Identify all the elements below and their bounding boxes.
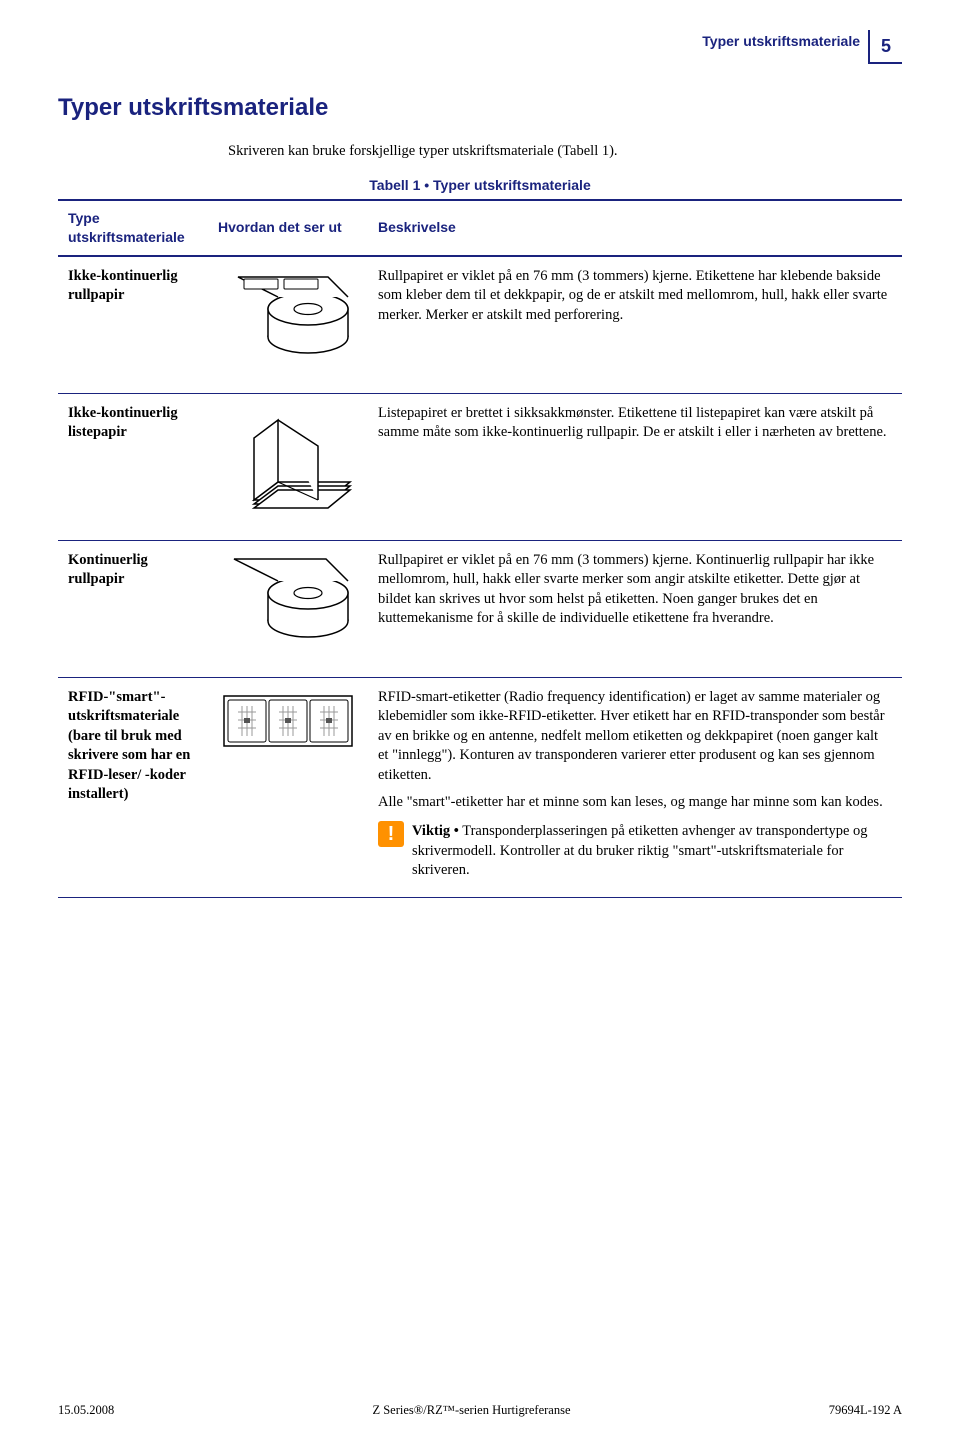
description-cell: Rullpapiret er viklet på en 76 mm (3 tom… [368,540,902,677]
page-title: Typer utskriftsmateriale [58,92,902,124]
description-text: RFID-smart-etiketter (Radio frequency id… [378,688,892,786]
description-cell: Listepapiret er brettet i sikksakkmønste… [368,393,902,540]
column-header-look: Hvordan det ser ut [208,200,368,256]
description-cell: RFID-smart-etiketter (Radio frequency id… [368,677,902,897]
note-body: Transponderplasseringen på etiketten avh… [412,823,868,878]
table-row: RFID-"smart"-utskriftsmateriale (bare ti… [58,677,902,897]
description-text: Listepapiret er brettet i sikksakkmønste… [378,404,892,443]
note-text: Viktig • Transponderplasseringen på etik… [412,821,892,881]
important-note: ! Viktig • Transponderplasseringen på et… [378,821,892,881]
page-footer: 15.05.2008 Z Series®/RZ™-serien Hurtigre… [58,1402,902,1419]
media-table: Type utskriftsmateriale Hvordan det ser … [58,199,902,898]
type-label: Ikke-kontinuerlig rullpapir [68,268,178,304]
description-text: Alle "smart"-etiketter har et minne som … [378,793,892,813]
footer-date: 15.05.2008 [58,1402,114,1419]
column-header-type: Type utskriftsmateriale [58,200,208,256]
footer-docid: 79694L-192 A [829,1402,902,1419]
running-header: Typer utskriftsmateriale [702,30,860,51]
table-row: Ikke-kontinuerlig rullpapir Rullpapiret … [58,256,902,394]
rfid-labels-icon [218,688,358,758]
roll-labels-icon [218,267,358,377]
intro-text: Skriveren kan bruke forskjellige typer u… [228,142,902,162]
note-label: Viktig • [412,823,459,839]
footer-title: Z Series®/RZ™-serien Hurtigreferanse [372,1402,570,1419]
continuous-roll-icon [218,551,358,661]
alert-icon: ! [378,821,404,847]
table-caption: Tabell 1 • Typer utskriftsmateriale [58,176,902,195]
table-row: Ikke-kontinuerlig listepapir Listepapire… [58,393,902,540]
page-number: 5 [868,30,902,64]
column-header-desc: Beskrivelse [368,200,902,256]
description-text: Rullpapiret er viklet på en 76 mm (3 tom… [378,551,892,629]
table-row: Kontinuerlig rullpapir Rullpapiret er vi… [58,540,902,677]
type-label: RFID-"smart"-utskriftsmateriale (bare ti… [68,689,190,803]
fanfold-icon [218,404,358,524]
description-cell: Rullpapiret er viklet på en 76 mm (3 tom… [368,256,902,394]
description-text: Rullpapiret er viklet på en 76 mm (3 tom… [378,267,892,326]
type-label: Kontinuerlig rullpapir [68,552,148,588]
type-label: Ikke-kontinuerlig listepapir [68,405,178,441]
